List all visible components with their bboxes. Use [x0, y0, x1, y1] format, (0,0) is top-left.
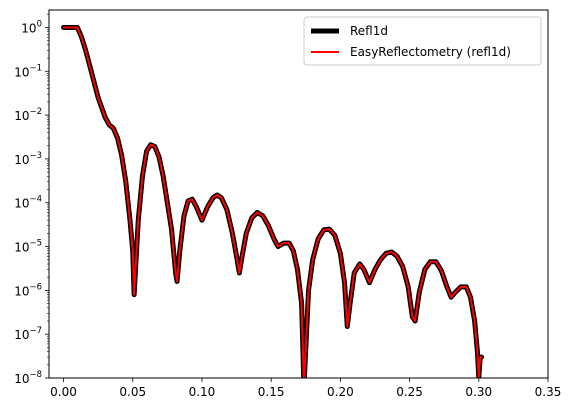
y-tick-label-2: 10−2 [14, 107, 42, 123]
x-tick-label-4: 0.20 [327, 385, 354, 399]
x-tick-label-7: 0.35 [535, 385, 562, 399]
x-tick-label-5: 0.25 [396, 385, 423, 399]
y-tick-label-7: 10−7 [14, 326, 42, 342]
series-layer [61, 24, 485, 378]
legend-box [303, 16, 542, 66]
y-tick-label-3: 10−3 [14, 151, 42, 167]
y-tick-label-6: 10−6 [14, 282, 42, 298]
series-line-1 [62, 26, 483, 378]
x-tick-label-0: 0.00 [50, 385, 77, 399]
legend: Refl1d EasyReflectometry (refl1d) [303, 16, 542, 66]
x-tick-label-1: 0.05 [119, 385, 146, 399]
x-axis-ticks: 0.00 0.05 0.10 0.15 0.20 0.25 0.30 0.35 [50, 378, 561, 399]
legend-label-refl1d: Refl1d [350, 24, 388, 38]
y-axis-ticks: 100 10−1 10−2 10−3 10−4 10−5 10−6 10−7 10−8 [14, 19, 49, 386]
y-tick-label-0: 100 [21, 19, 42, 35]
x-tick-label-3: 0.15 [258, 385, 285, 399]
y-tick-label-8: 10−8 [14, 370, 42, 386]
plot-area [49, 10, 548, 378]
x-tick-label-2: 0.10 [189, 385, 216, 399]
x-tick-label-6: 0.30 [465, 385, 492, 399]
y-tick-label-1: 10−1 [14, 63, 42, 79]
y-tick-label-4: 10−4 [14, 195, 42, 211]
y-tick-label-5: 10−5 [14, 239, 42, 255]
legend-label-easyreflectometry: EasyReflectometry (refl1d) [350, 45, 511, 59]
plot-frame [48, 9, 549, 379]
